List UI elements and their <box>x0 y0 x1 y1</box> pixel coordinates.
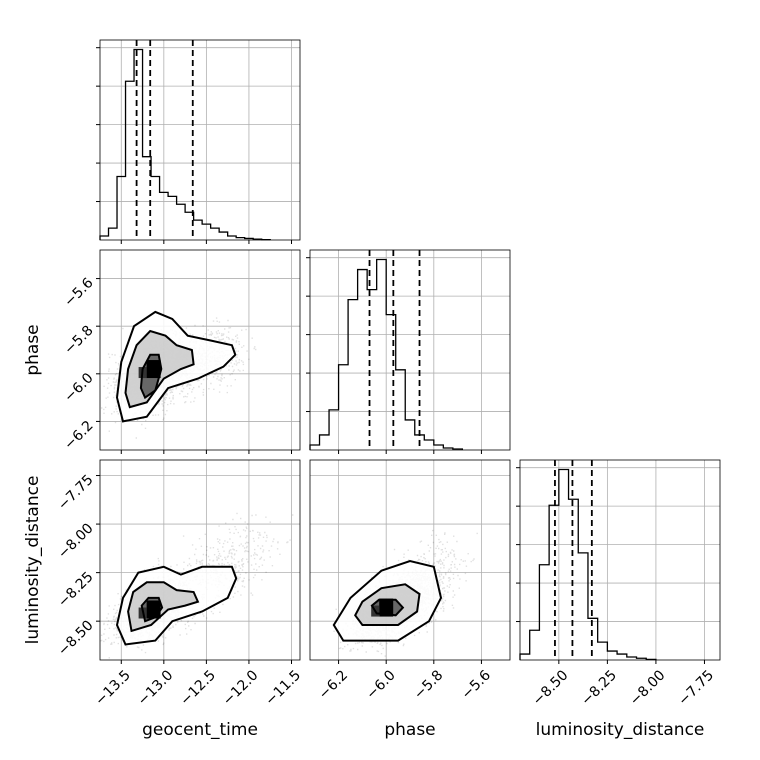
panel-frame <box>309 459 511 661</box>
histogram-luminosity_distance <box>519 468 657 661</box>
x-axis-label-geocent_time: geocent_time <box>142 720 258 740</box>
scatter-points <box>332 529 478 657</box>
density-contour-1 <box>370 598 405 617</box>
panel-background <box>310 250 510 450</box>
x-tick-label: −13.5 <box>92 667 134 709</box>
y-tick-label: −8.00 <box>55 520 97 562</box>
panel-phase-phase <box>306 249 511 454</box>
scatter-points <box>101 310 257 439</box>
x-tick-label: −12.0 <box>220 667 262 709</box>
x-tick-label: −6.0 <box>363 667 398 702</box>
density-contour-2 <box>124 329 195 409</box>
density-contour-3 <box>115 565 238 646</box>
panel-luminosity_distance-luminosity_distance <box>516 459 721 664</box>
density-contour-2 <box>354 583 421 626</box>
x-tick-label: −8.50 <box>530 667 572 709</box>
x-tick-label: −6.2 <box>316 667 351 702</box>
y-axis-label-phase: phase <box>23 324 43 375</box>
density-contour-2 <box>127 581 200 633</box>
panel-frame <box>309 249 511 451</box>
y-tick-label: −8.25 <box>55 569 97 611</box>
x-tick-label: −8.25 <box>578 667 620 709</box>
panel-frame <box>99 459 301 661</box>
x-tick-label: −11.5 <box>262 667 304 709</box>
x-tick-label: −7.75 <box>675 667 717 709</box>
histogram-geocent_time <box>99 48 271 241</box>
panel-background <box>100 40 300 240</box>
y-tick-label: −5.8 <box>61 323 96 358</box>
panel-background <box>520 460 720 660</box>
panel-frame <box>99 249 301 451</box>
x-axis-label-phase: phase <box>384 720 435 740</box>
x-tick-label: −8.00 <box>627 667 669 709</box>
histogram-phase <box>309 258 464 450</box>
density-peak <box>146 360 161 379</box>
density-contour-1 <box>139 353 163 400</box>
panel-frame <box>519 459 721 661</box>
density-peak <box>146 600 161 619</box>
x-axis-label-luminosity_distance: luminosity_distance <box>536 720 705 740</box>
y-axis-label-luminosity_distance: luminosity_distance <box>23 476 43 645</box>
x-tick-label: −12.5 <box>177 667 219 709</box>
x-tick-label: −5.8 <box>411 667 446 702</box>
y-tick-label: −6.0 <box>61 370 96 405</box>
y-tick-label: −7.75 <box>55 472 97 514</box>
density-peak <box>379 598 394 617</box>
y-tick-label: −5.6 <box>61 275 96 310</box>
scatter-points <box>100 512 294 659</box>
y-tick-label: −8.50 <box>55 618 97 660</box>
y-tick-label: −6.2 <box>61 418 96 453</box>
x-tick-label: −5.6 <box>459 667 494 702</box>
panel-geocent_time-luminosity_distance <box>96 459 301 664</box>
density-contour-1 <box>140 596 164 623</box>
panel-geocent_time-phase <box>96 249 301 454</box>
panel-geocent_time-geocent_time <box>96 39 301 244</box>
panel-frame <box>99 39 301 241</box>
panel-phase-luminosity_distance <box>309 459 511 664</box>
density-contour-3 <box>332 559 443 642</box>
density-contour-3 <box>115 310 237 423</box>
x-tick-label: −13.0 <box>135 667 177 709</box>
